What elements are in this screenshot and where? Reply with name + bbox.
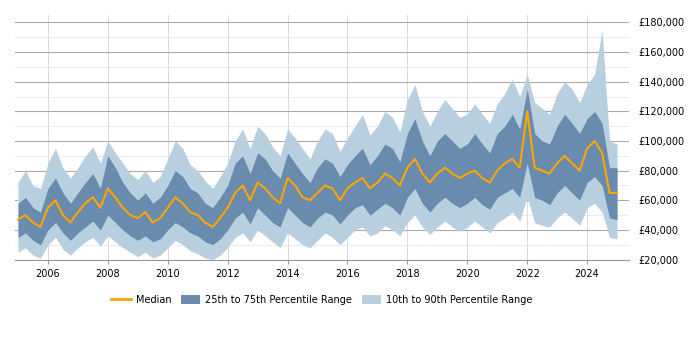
- Legend: Median, 25th to 75th Percentile Range, 10th to 90th Percentile Range: Median, 25th to 75th Percentile Range, 1…: [108, 291, 536, 308]
